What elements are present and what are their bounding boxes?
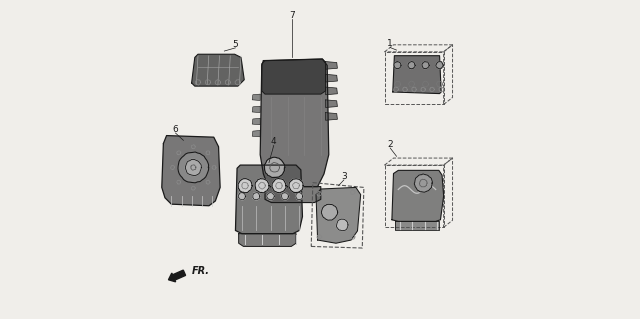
Polygon shape bbox=[393, 56, 441, 93]
Polygon shape bbox=[253, 192, 260, 200]
Polygon shape bbox=[326, 74, 337, 82]
Polygon shape bbox=[436, 62, 444, 69]
Polygon shape bbox=[265, 187, 321, 203]
Text: 2: 2 bbox=[387, 140, 393, 149]
Polygon shape bbox=[326, 113, 337, 120]
Polygon shape bbox=[321, 204, 338, 220]
Polygon shape bbox=[395, 221, 439, 230]
Polygon shape bbox=[272, 178, 286, 193]
Polygon shape bbox=[262, 59, 326, 94]
Polygon shape bbox=[238, 193, 246, 200]
Text: 7: 7 bbox=[289, 11, 295, 20]
Text: 5: 5 bbox=[232, 40, 238, 48]
Polygon shape bbox=[264, 157, 285, 178]
Polygon shape bbox=[422, 62, 429, 69]
Polygon shape bbox=[238, 179, 252, 193]
Polygon shape bbox=[239, 234, 296, 246]
Polygon shape bbox=[236, 165, 303, 234]
Text: 3: 3 bbox=[341, 172, 347, 181]
Polygon shape bbox=[252, 94, 260, 100]
Polygon shape bbox=[289, 179, 303, 193]
Polygon shape bbox=[252, 118, 260, 125]
Text: FR.: FR. bbox=[192, 266, 210, 276]
Polygon shape bbox=[408, 62, 415, 69]
Polygon shape bbox=[326, 100, 337, 108]
Polygon shape bbox=[281, 192, 289, 200]
Polygon shape bbox=[191, 54, 244, 86]
Polygon shape bbox=[162, 136, 220, 206]
Polygon shape bbox=[260, 59, 329, 187]
Polygon shape bbox=[337, 219, 348, 231]
Polygon shape bbox=[267, 192, 275, 200]
Polygon shape bbox=[394, 62, 401, 69]
Text: 6: 6 bbox=[173, 125, 179, 134]
Text: 4: 4 bbox=[271, 137, 276, 146]
Polygon shape bbox=[178, 152, 209, 183]
Polygon shape bbox=[186, 160, 202, 175]
Polygon shape bbox=[252, 106, 260, 113]
Polygon shape bbox=[392, 170, 444, 221]
Polygon shape bbox=[326, 62, 337, 69]
Text: 1: 1 bbox=[387, 39, 393, 48]
FancyArrow shape bbox=[168, 270, 186, 282]
Polygon shape bbox=[296, 192, 303, 200]
Polygon shape bbox=[255, 179, 269, 193]
Polygon shape bbox=[316, 188, 361, 243]
Polygon shape bbox=[252, 130, 260, 137]
Polygon shape bbox=[414, 174, 433, 192]
Polygon shape bbox=[326, 87, 337, 95]
